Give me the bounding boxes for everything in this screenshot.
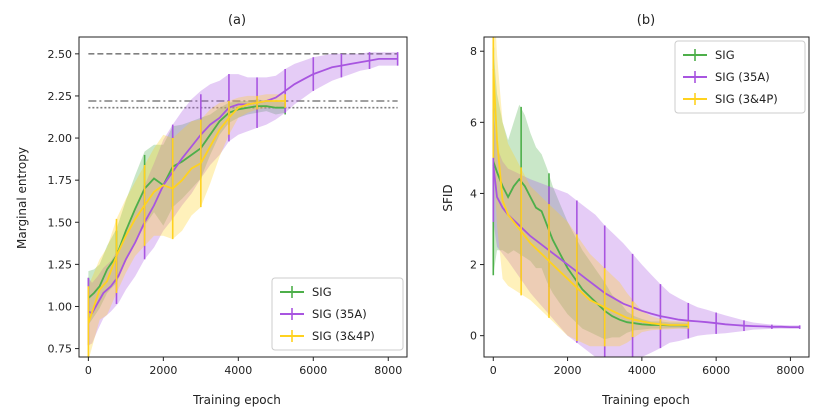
series-line-0 <box>492 161 689 327</box>
series-line-2 <box>87 100 286 324</box>
y-tick-label: 4 <box>470 187 477 200</box>
legend-box <box>674 40 806 114</box>
panel-b-title: (b) <box>637 13 655 28</box>
y-tick-label: 2 <box>470 259 477 272</box>
x-tick-label: 8000 <box>776 364 804 377</box>
y-tick-label: 1.00 <box>48 300 73 313</box>
panel-a-xlabel: Training epoch <box>192 393 281 407</box>
panel-b-xlabel: Training epoch <box>601 393 690 407</box>
legend: SIG SIG (35A) SIG (3&4P) <box>271 277 404 351</box>
panel-a: (a) Training epoch Marginal entropy 0 200… <box>15 13 408 407</box>
y-tick-label: 0.75 <box>48 343 73 356</box>
plot-frame <box>483 36 810 358</box>
legend-label: SIG (3&4P) <box>715 92 778 106</box>
series-band-0 <box>493 47 689 340</box>
series-band-1 <box>493 108 800 357</box>
x-tick-label: 4000 <box>628 364 656 377</box>
series-band-0 <box>88 99 286 325</box>
x-tick-label: 0 <box>490 364 497 377</box>
x-tick-label: 6000 <box>299 364 327 377</box>
y-tick-label: 2.00 <box>48 132 73 145</box>
panel-a-ylabel: Marginal entropy <box>15 147 29 249</box>
legend: SIG SIG (35A) SIG (3&4P) <box>674 40 806 114</box>
series-line-2 <box>492 68 689 326</box>
plot-area <box>492 37 801 357</box>
x-tick-label: 2000 <box>149 364 177 377</box>
x-tick-label: 6000 <box>702 364 730 377</box>
plot-area <box>87 52 399 357</box>
y-tick-label: 8 <box>470 45 477 58</box>
y-tick-label: 2.50 <box>48 48 73 61</box>
panel-a-title: (a) <box>228 13 246 28</box>
series-line-1 <box>492 164 800 328</box>
x-tick-label: 4000 <box>224 364 252 377</box>
legend-label: SIG (35A) <box>312 307 367 321</box>
legend-label: SIG (35A) <box>715 70 770 84</box>
y-tick-label: 1.75 <box>48 174 73 187</box>
legend-label: SIG <box>715 48 735 62</box>
plot-frame <box>78 36 408 358</box>
y-tick-label: 1.25 <box>48 258 73 271</box>
x-tick-label: 8000 <box>374 364 402 377</box>
x-tick-label: 0 <box>85 364 92 377</box>
series-band-2 <box>88 94 286 357</box>
y-tick-label: 0 <box>470 330 477 343</box>
legend-label: SIG (3&4P) <box>312 329 375 343</box>
x-tick-label: 2000 <box>554 364 582 377</box>
series-line-0 <box>87 105 286 299</box>
panel-b-ylabel: SFID <box>441 184 455 211</box>
y-tick-label: 6 <box>470 116 477 129</box>
series-line-1 <box>88 58 398 315</box>
y-tick-label: 1.50 <box>48 216 73 229</box>
legend-label: SIG <box>312 285 332 299</box>
panel-b: (b) Training epoch SFID 0 2000 4000 6000 800… <box>441 13 810 407</box>
y-tick-label: 2.25 <box>48 90 73 103</box>
series-band-2 <box>493 37 689 347</box>
legend-box <box>271 277 404 351</box>
